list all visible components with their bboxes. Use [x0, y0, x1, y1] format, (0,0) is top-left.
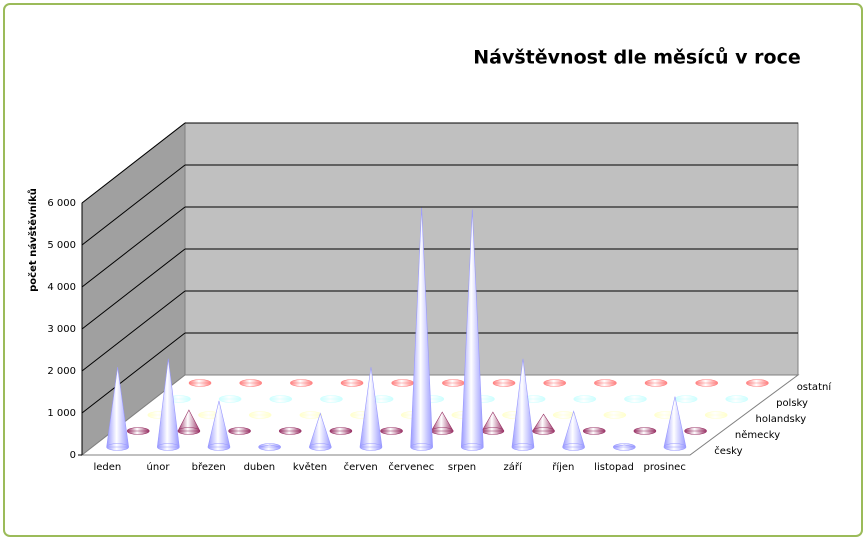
- x-tick-label: duben: [244, 462, 276, 473]
- cone: [359, 367, 383, 451]
- x-tick-label: říjen: [552, 461, 574, 473]
- cone: [177, 409, 201, 435]
- cone: [612, 443, 636, 451]
- cone: [573, 395, 597, 403]
- cone: [278, 427, 302, 435]
- x-tick-label: červen: [344, 461, 378, 473]
- grid-line: [81, 248, 186, 330]
- grid-line: [81, 122, 186, 204]
- x-tick-label: leden: [93, 462, 121, 473]
- cone: [644, 379, 668, 387]
- floor: [80, 374, 800, 456]
- grid-line: [81, 206, 186, 288]
- x-tick-label: květen: [293, 461, 327, 473]
- cone: [460, 209, 484, 451]
- cone: [511, 358, 535, 451]
- cone: [532, 413, 555, 435]
- cone: [380, 427, 403, 435]
- cone: [269, 395, 293, 403]
- x-tick-label: únor: [147, 461, 171, 473]
- cone: [410, 207, 433, 451]
- cone: [228, 427, 251, 435]
- cone: [156, 358, 180, 451]
- cone: [663, 396, 687, 451]
- x-tick-label: listopad: [594, 462, 634, 473]
- legend-label: holandsky: [756, 414, 807, 425]
- cone: [207, 400, 231, 451]
- cone: [562, 410, 585, 451]
- cone: [603, 411, 627, 419]
- cone: [704, 411, 728, 419]
- cone: [442, 379, 465, 387]
- legend-label: česky: [714, 445, 742, 457]
- cone: [106, 367, 129, 451]
- cone: [684, 427, 707, 435]
- legend-label: ostatní: [797, 381, 833, 393]
- y-axis-title: počet návštěvníků: [26, 188, 39, 292]
- y-tick-label: 1 000: [47, 408, 76, 419]
- y-tick-label: 2 000: [47, 366, 76, 377]
- cone: [290, 379, 313, 387]
- cone: [633, 427, 657, 435]
- y-tick-label: 5 000: [47, 240, 76, 251]
- cone: [695, 379, 719, 387]
- cone: [258, 443, 281, 451]
- cone: [746, 379, 769, 387]
- cone: [725, 395, 749, 403]
- cone: [248, 411, 272, 419]
- grid-line: [81, 332, 186, 414]
- y-tick-label: 3 000: [47, 324, 76, 335]
- cone: [624, 395, 647, 403]
- cone: [492, 379, 516, 387]
- y-tick-label: 0: [70, 450, 76, 461]
- cone: [329, 427, 353, 435]
- cone: [674, 395, 698, 403]
- cone: [582, 427, 606, 435]
- cone: [340, 379, 364, 387]
- cone: [218, 395, 242, 403]
- cone: [543, 379, 567, 387]
- x-tick-label: srpen: [448, 462, 476, 473]
- grid-line: [81, 290, 186, 372]
- legend-label: německy: [735, 429, 780, 441]
- cone: [239, 379, 263, 387]
- x-tick-label: září: [504, 461, 523, 473]
- cone: [188, 379, 212, 387]
- x-tick-label: březen: [192, 461, 226, 473]
- y-tick-label: 6 000: [47, 198, 76, 209]
- cone: [299, 411, 323, 419]
- cone: [594, 379, 617, 387]
- legend-label: polsky: [776, 398, 808, 409]
- cone: [320, 395, 343, 403]
- cone: [126, 427, 150, 435]
- x-tick-label: prosinec: [643, 462, 685, 473]
- grid-line: [81, 164, 186, 246]
- cone: [308, 412, 332, 451]
- cone: [391, 379, 415, 387]
- y-tick-label: 4 000: [47, 282, 76, 293]
- x-tick-label: červenec: [388, 461, 434, 473]
- chart-title: Návštěvnost dle měsíců v roce: [473, 46, 800, 69]
